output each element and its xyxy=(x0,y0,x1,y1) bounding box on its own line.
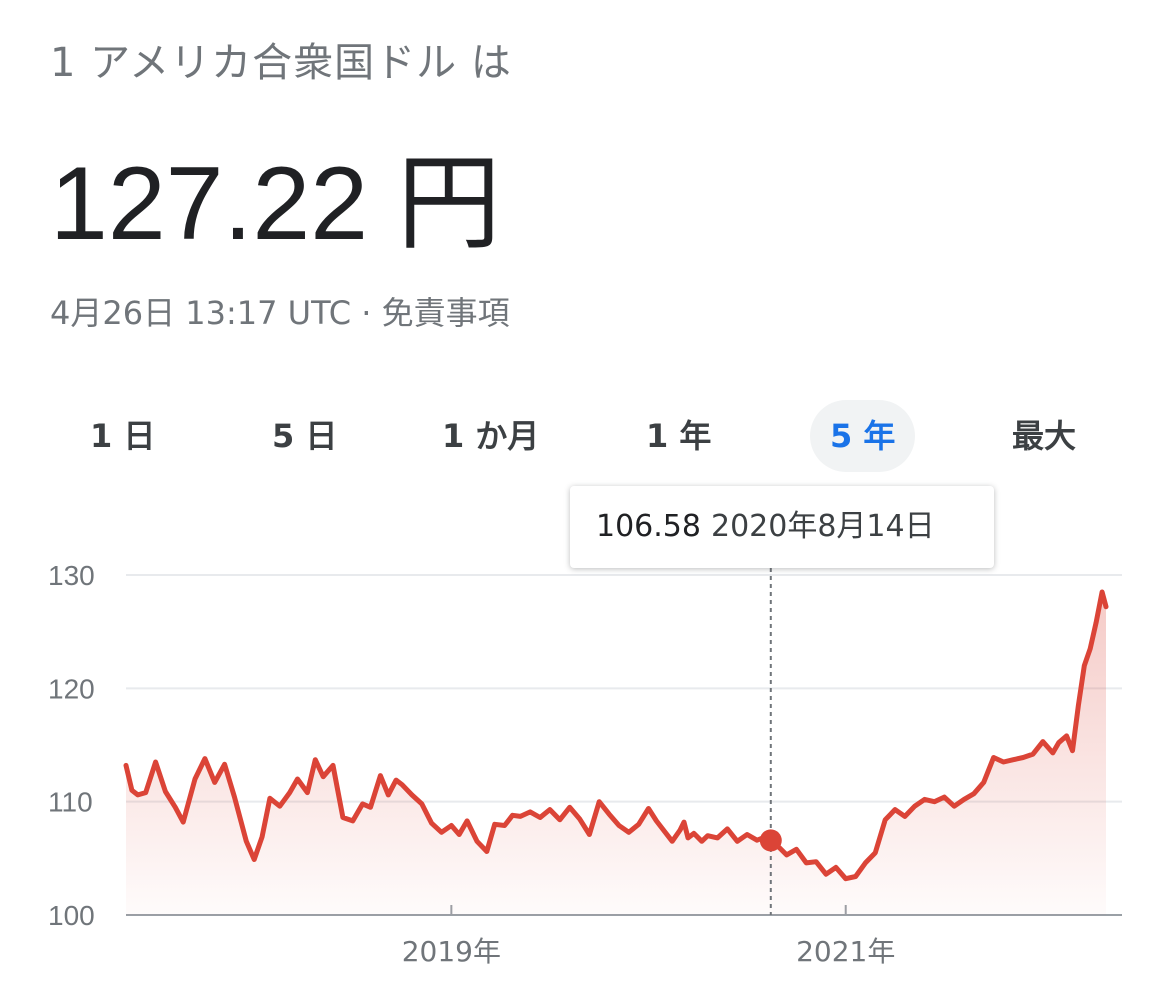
conversion-from-label: 1 アメリカ合衆国ドル は xyxy=(50,40,512,86)
tab-1-month[interactable]: 1 か月 xyxy=(442,417,540,455)
disclaimer-link[interactable]: 免責事項 xyxy=(381,294,510,332)
tab-1-day[interactable]: 1 日 xyxy=(90,417,156,455)
tab-5-years[interactable]: 5 年 xyxy=(810,400,916,472)
tab-5-days[interactable]: 5 日 xyxy=(272,417,338,455)
y-tick-label: 100 xyxy=(48,900,95,931)
timestamp: 4月26日 13:17 UTC xyxy=(50,294,352,332)
exchange-rate-chart[interactable]: 100 110 120 130 2019年 2021年 xyxy=(0,560,1170,1000)
time-range-tabs: 1 日 5 日 1 か月 1 年 5 年 最大 xyxy=(50,400,1130,472)
series-line xyxy=(123,589,1109,882)
series-area xyxy=(126,592,1106,915)
tooltip-date: 2020年8月14日 xyxy=(710,509,935,544)
y-tick-label: 130 xyxy=(48,560,95,591)
x-tick-label: 2021年 xyxy=(796,935,895,968)
tooltip-value: 106.58 xyxy=(596,509,701,544)
timestamp-line: 4月26日 13:17 UTC · 免責事項 xyxy=(50,288,510,334)
hover-point xyxy=(759,829,782,852)
x-tick-label: 2019年 xyxy=(402,935,501,968)
y-tick-label: 110 xyxy=(48,787,93,818)
tab-max[interactable]: 最大 xyxy=(1012,417,1077,455)
chart-tooltip: 106.58 2020年8月14日 xyxy=(570,486,994,568)
tab-1-year[interactable]: 1 年 xyxy=(646,417,712,455)
separator: · xyxy=(351,294,382,332)
y-tick-label: 120 xyxy=(48,673,95,704)
exchange-rate-value: 127.22 円 xyxy=(50,146,501,262)
